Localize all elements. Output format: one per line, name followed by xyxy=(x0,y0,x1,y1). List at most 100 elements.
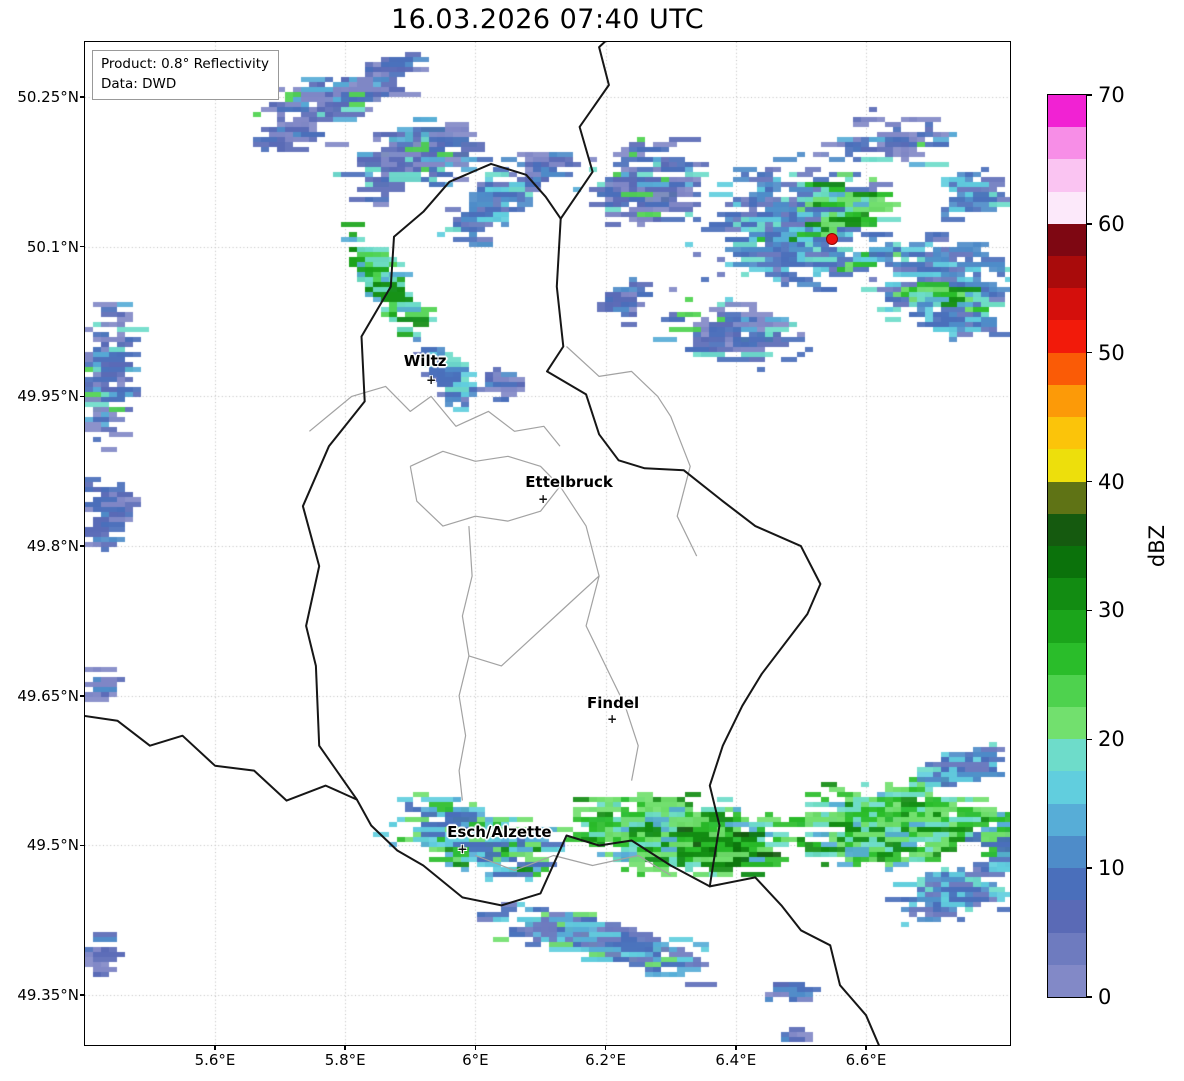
colorbar-tick-label: 40 xyxy=(1098,469,1125,494)
colorbar-tick xyxy=(1086,867,1092,869)
radar-site-marker-icon xyxy=(826,232,839,245)
city-plus-marker-icon: + xyxy=(426,373,437,388)
city-plus-marker-icon: + xyxy=(607,711,618,726)
lon-tick-label: 6.2°E xyxy=(585,1051,627,1069)
lat-tick-label: 49.5°N xyxy=(26,836,79,855)
city-plus-marker-icon: + xyxy=(457,842,468,857)
lat-axis-tick xyxy=(80,545,85,547)
colorbar-segment xyxy=(1048,159,1086,192)
lat-axis-tick xyxy=(80,96,85,98)
lat-tick-label: 49.95°N xyxy=(17,387,79,406)
district-border-path xyxy=(475,854,672,876)
colorbar-tick-label: 50 xyxy=(1098,340,1125,365)
colorbar-segment xyxy=(1048,417,1086,450)
borders-layer xyxy=(85,42,880,1045)
lon-axis-tick xyxy=(865,1045,867,1050)
lon-axis-tick xyxy=(474,1045,477,1050)
colorbar-segment xyxy=(1048,191,1086,224)
colorbar-segment xyxy=(1048,513,1086,546)
colorbar-segment xyxy=(1048,223,1086,256)
district-border-path xyxy=(458,526,473,801)
country-border-path xyxy=(708,876,880,1045)
colorbar-tick xyxy=(1086,351,1092,354)
colorbar-tick-label: 10 xyxy=(1098,856,1125,881)
lon-tick-label: 6.4°E xyxy=(715,1051,757,1069)
colorbar-tick xyxy=(1086,94,1092,96)
lat-tick-label: 49.35°N xyxy=(17,986,79,1005)
colorbar-segment xyxy=(1048,610,1086,643)
city-label: Ettelbruck xyxy=(525,473,613,492)
colorbar-segment xyxy=(1048,868,1086,901)
lon-tick-label: 5.6°E xyxy=(194,1051,236,1069)
colorbar-segment xyxy=(1048,94,1086,128)
lat-tick-label: 50.25°N xyxy=(17,87,79,106)
lat-axis-tick xyxy=(80,994,85,996)
colorbar-tick-label: 30 xyxy=(1098,598,1125,623)
district-border-path xyxy=(409,450,561,527)
colorbar-segment xyxy=(1048,964,1086,997)
colorbar-segment xyxy=(1048,771,1086,804)
lat-axis-tick xyxy=(80,695,85,697)
colorbar-segment xyxy=(1048,545,1086,579)
colorbar-segment xyxy=(1048,481,1086,514)
district-border-path xyxy=(566,346,672,417)
colorbar-segment xyxy=(1048,255,1086,289)
colorbar-segment xyxy=(1048,320,1086,353)
colorbar-segment xyxy=(1048,739,1086,772)
product-info-line1: Product: 0.8° Reflectivity xyxy=(101,56,269,72)
colorbar-segment xyxy=(1048,835,1086,869)
country-border-path xyxy=(85,715,358,802)
colorbar-label: dBZ xyxy=(1145,524,1169,568)
district-border-path xyxy=(309,385,561,447)
colorbar xyxy=(1047,94,1087,998)
district-border-path xyxy=(670,416,698,557)
city-label: Esch/Alzette xyxy=(447,823,552,842)
lat-tick-label: 49.65°N xyxy=(17,686,79,705)
colorbar-segment xyxy=(1048,449,1086,482)
lat-tick-label: 50.1°N xyxy=(26,237,79,256)
district-border-path xyxy=(559,485,639,781)
country-border-path xyxy=(559,42,610,220)
colorbar-segment xyxy=(1048,384,1086,418)
lat-axis-tick xyxy=(80,844,85,847)
colorbar-segment xyxy=(1048,674,1086,708)
lat-axis-tick xyxy=(80,245,85,248)
colorbar-tick xyxy=(1086,996,1092,998)
colorbar-segment xyxy=(1048,642,1086,675)
district-border-path xyxy=(468,575,600,667)
city-label: Wiltz xyxy=(403,352,447,371)
colorbar-segment xyxy=(1048,900,1086,933)
lon-tick-label: 6.6°E xyxy=(845,1051,887,1069)
lon-axis-tick xyxy=(735,1045,737,1050)
country-border-path xyxy=(301,162,822,907)
colorbar-tick xyxy=(1086,223,1092,225)
city-label: Findel xyxy=(587,693,640,712)
product-info-box: Product: 0.8° Reflectivity Data: DWD xyxy=(92,50,279,100)
colorbar-tick xyxy=(1086,609,1092,612)
lat-tick-label: 49.8°N xyxy=(26,537,79,556)
colorbar-segment xyxy=(1048,578,1086,611)
colorbar-tick xyxy=(1086,480,1092,483)
colorbar-segment xyxy=(1048,707,1086,740)
lon-axis-tick xyxy=(604,1045,607,1050)
colorbar-tick-label: 20 xyxy=(1098,727,1125,752)
lon-tick-label: 5.8°E xyxy=(324,1051,366,1069)
colorbar-tick-label: 0 xyxy=(1098,985,1112,1009)
colorbar-segment xyxy=(1048,932,1086,965)
lat-axis-tick xyxy=(80,395,85,398)
colorbar-segment xyxy=(1048,288,1086,321)
map-plot: Product: 0.8° Reflectivity Data: DWD + Wi… xyxy=(84,41,1011,1046)
colorbar-tick-label: 70 xyxy=(1098,83,1125,107)
colorbar-segment xyxy=(1048,803,1086,836)
colorbar-tick-label: 60 xyxy=(1098,211,1125,236)
lon-axis-tick xyxy=(214,1045,216,1050)
figure-title: 16.03.2026 07:40 UTC xyxy=(390,4,705,35)
lon-axis-tick xyxy=(344,1045,346,1050)
product-info-line2: Data: DWD xyxy=(101,76,177,93)
lon-tick-label: 6°E xyxy=(462,1051,489,1069)
colorbar-segment xyxy=(1048,127,1086,160)
colorbar-segment xyxy=(1048,352,1086,385)
colorbar-tick xyxy=(1086,738,1092,741)
city-plus-marker-icon: + xyxy=(538,492,549,507)
